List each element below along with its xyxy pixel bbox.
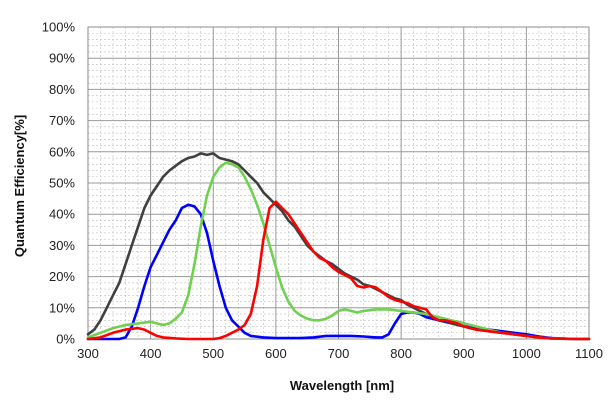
x-tick-label: 700: [328, 346, 350, 361]
y-tick-label: 50%: [49, 176, 75, 191]
y-tick-label: 10%: [49, 300, 75, 315]
x-tick-label: 400: [140, 346, 162, 361]
x-tick-label: 900: [453, 346, 475, 361]
grid-layer: [87, 26, 590, 340]
y-tick-label: 30%: [49, 238, 75, 253]
y-tick-label: 0%: [56, 332, 75, 347]
y-tick-label: 40%: [49, 207, 75, 222]
x-tick-label: 800: [390, 346, 412, 361]
x-tick-label: 600: [265, 346, 287, 361]
x-tick-label: 300: [77, 346, 99, 361]
series-layer: [86, 152, 591, 341]
y-tick-label: 20%: [49, 269, 75, 284]
x-axis-title: Wavelength [nm]: [290, 378, 394, 393]
y-tick-label: 60%: [49, 144, 75, 159]
series-line-1: [86, 152, 591, 341]
y-tick-label: 80%: [49, 82, 75, 97]
series-line-4: [86, 200, 591, 341]
x-tick-label: 1000: [512, 346, 541, 361]
y-tick-label: 100%: [42, 20, 76, 35]
plot-frame: [87, 26, 590, 340]
x-tick-label: 1100: [575, 346, 603, 361]
series-line-3: [86, 161, 591, 341]
x-tick-label: 500: [202, 346, 224, 361]
y-tick-label: 90%: [49, 51, 75, 66]
y-axis-title: Quantum Efficiency[%]: [12, 115, 27, 257]
y-tick-label: 70%: [49, 113, 75, 128]
tick-layer: 300 400 500 600 700 800 900 1000 1100 0% 10% 20% 30%…: [42, 20, 603, 362]
